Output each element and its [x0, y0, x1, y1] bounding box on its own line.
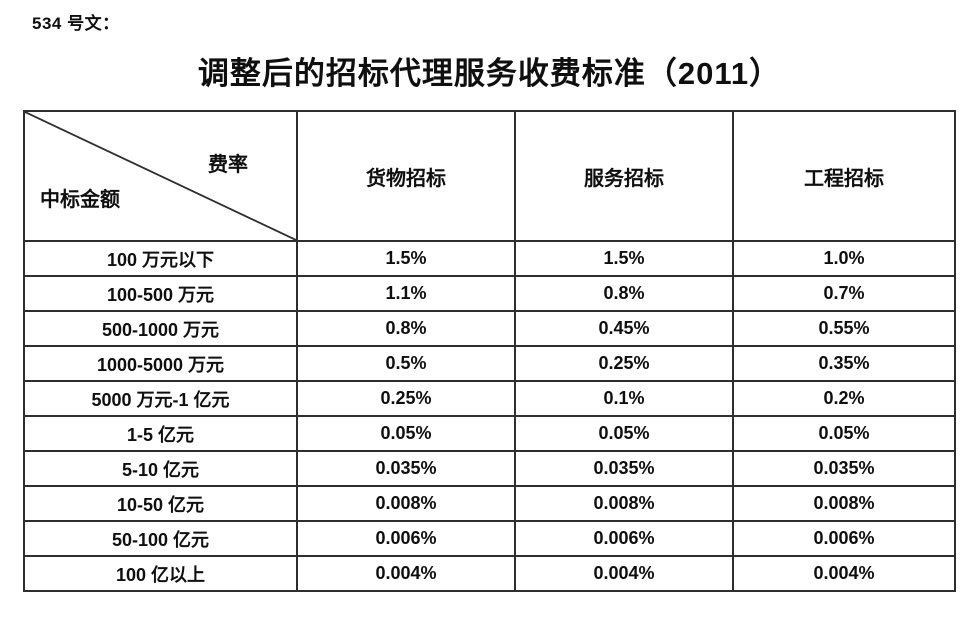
fee-cell: 0.035% — [732, 450, 956, 487]
row-label: 50-100 亿元 — [23, 520, 298, 557]
table-row: 500-1000 万元 0.8% 0.45% 0.55% — [23, 310, 956, 347]
doc-number-label: 534 号文： — [32, 14, 120, 33]
fee-cell: 0.008% — [514, 485, 734, 522]
fee-cell: 0.55% — [732, 310, 956, 347]
column-header-goods-bidding: 货物招标 — [296, 110, 516, 242]
table-row: 50-100 亿元 0.006% 0.006% 0.006% — [23, 520, 956, 557]
fee-cell: 0.1% — [514, 380, 734, 417]
fee-cell: 1.0% — [732, 240, 956, 277]
row-label: 1-5 亿元 — [23, 415, 298, 452]
table-row: 100 亿以上 0.004% 0.004% 0.004% — [23, 555, 956, 592]
fee-cell: 0.2% — [732, 380, 956, 417]
fee-cell: 0.05% — [296, 415, 516, 452]
fee-cell: 0.05% — [732, 415, 956, 452]
fee-cell: 1.1% — [296, 275, 516, 312]
table-row: 100-500 万元 1.1% 0.8% 0.7% — [23, 275, 956, 312]
row-label: 10-50 亿元 — [23, 485, 298, 522]
row-label: 5-10 亿元 — [23, 450, 298, 487]
fee-rate-table: 费率 中标金额 货物招标 服务招标 工程招标 100 万元以下 1.5% 1.5… — [23, 110, 956, 592]
table-row: 1000-5000 万元 0.5% 0.25% 0.35% — [23, 345, 956, 382]
fee-cell: 0.006% — [732, 520, 956, 557]
column-header-engineering-bidding: 工程招标 — [732, 110, 956, 242]
table-row: 1-5 亿元 0.05% 0.05% 0.05% — [23, 415, 956, 452]
fee-cell: 0.8% — [514, 275, 734, 312]
table-row: 5-10 亿元 0.035% 0.035% 0.035% — [23, 450, 956, 487]
fee-cell: 0.008% — [296, 485, 516, 522]
table-row: 100 万元以下 1.5% 1.5% 1.0% — [23, 240, 956, 277]
row-label: 100-500 万元 — [23, 275, 298, 312]
row-label: 1000-5000 万元 — [23, 345, 298, 382]
row-label: 500-1000 万元 — [23, 310, 298, 347]
diagonal-divider-line — [25, 112, 296, 240]
fee-cell: 0.006% — [514, 520, 734, 557]
fee-cell: 0.008% — [732, 485, 956, 522]
fee-cell: 0.8% — [296, 310, 516, 347]
fee-cell: 1.5% — [296, 240, 516, 277]
row-label: 100 亿以上 — [23, 555, 298, 592]
header-row: 费率 中标金额 货物招标 服务招标 工程招标 — [23, 110, 956, 242]
row-label: 100 万元以下 — [23, 240, 298, 277]
fee-cell: 0.004% — [732, 555, 956, 592]
fee-cell: 0.7% — [732, 275, 956, 312]
page-title: 调整后的招标代理服务收费标准（2011） — [197, 56, 782, 91]
fee-cell: 1.5% — [514, 240, 734, 277]
table-row: 10-50 亿元 0.008% 0.008% 0.008% — [23, 485, 956, 522]
fee-cell: 0.006% — [296, 520, 516, 557]
fee-cell: 0.25% — [514, 345, 734, 382]
fee-cell: 0.25% — [296, 380, 516, 417]
fee-cell: 0.004% — [296, 555, 516, 592]
fee-cell: 0.05% — [514, 415, 734, 452]
corner-header-cell: 费率 中标金额 — [23, 110, 298, 242]
fee-cell: 0.035% — [514, 450, 734, 487]
corner-label-fee-rate: 费率 — [208, 154, 248, 176]
fee-cell: 0.45% — [514, 310, 734, 347]
corner-label-bid-amount: 中标金额 — [40, 189, 120, 211]
fee-cell: 0.5% — [296, 345, 516, 382]
row-label: 5000 万元-1 亿元 — [23, 380, 298, 417]
table-row: 5000 万元-1 亿元 0.25% 0.1% 0.2% — [23, 380, 956, 417]
fee-cell: 0.35% — [732, 345, 956, 382]
column-header-service-bidding: 服务招标 — [514, 110, 734, 242]
fee-cell: 0.035% — [296, 450, 516, 487]
fee-cell: 0.004% — [514, 555, 734, 592]
